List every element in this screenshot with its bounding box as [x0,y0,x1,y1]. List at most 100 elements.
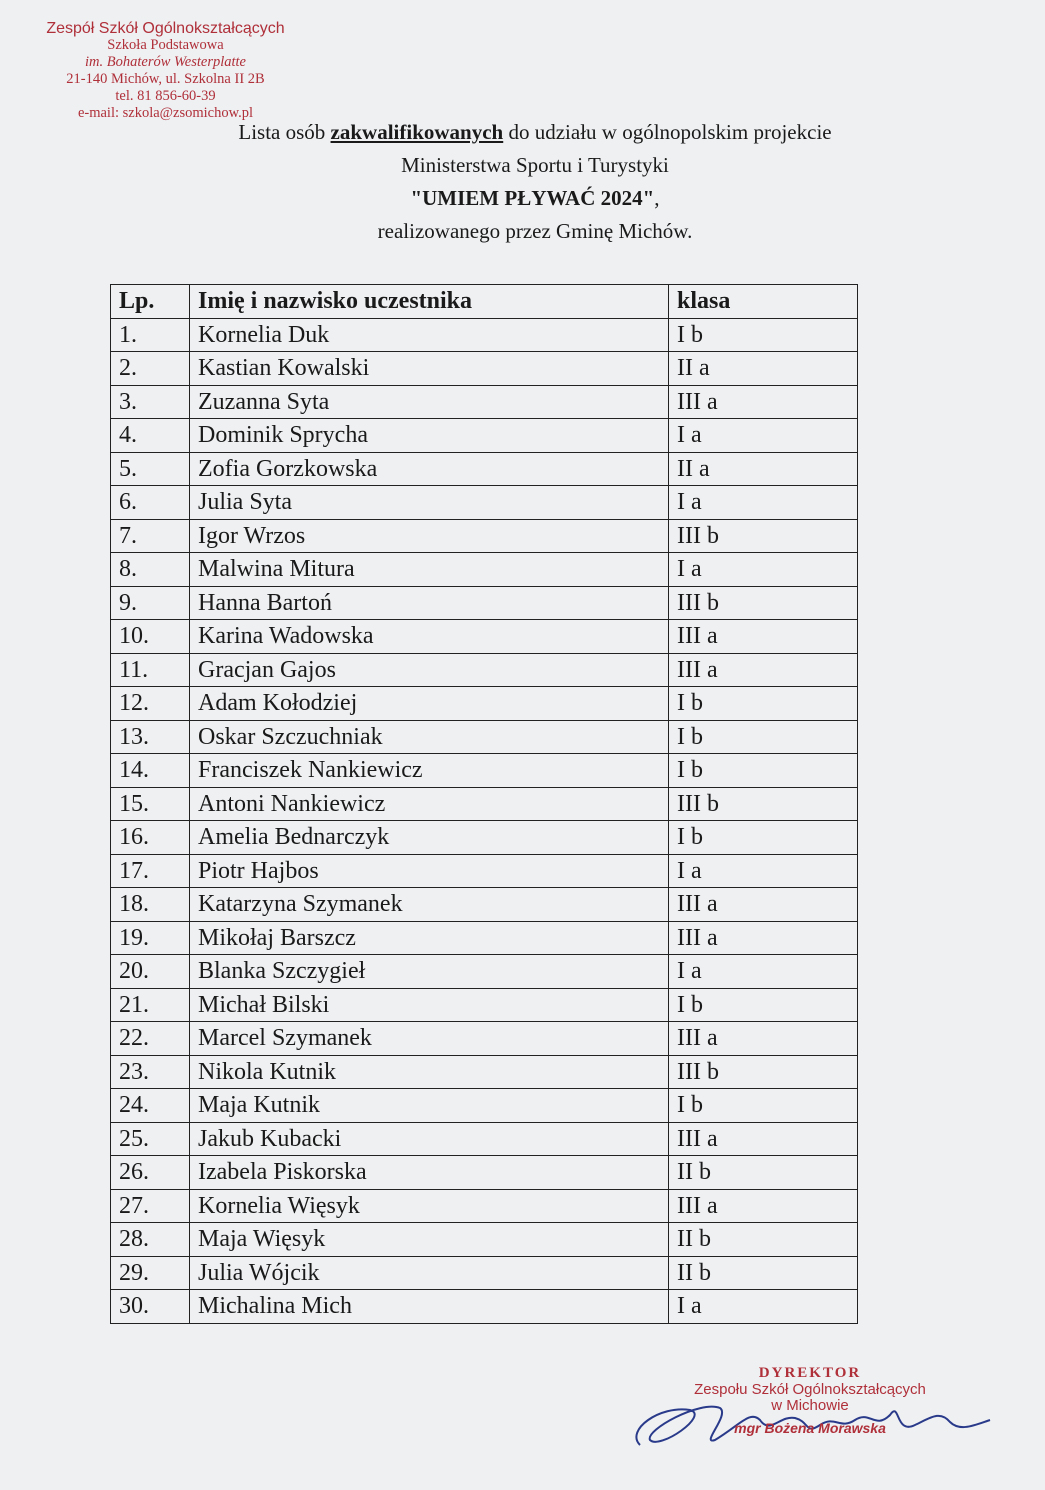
cell-class: I b [668,753,858,788]
stamp-line: tel. 81 856-60-39 [115,88,216,104]
table-row: 23. Nikola Kutnik III b [110,1054,858,1089]
cell-name: Kornelia Duk [189,317,669,352]
cell-name: Nikola Kutnik [189,1054,669,1089]
table-row: 14. Franciszek Nankiewicz I b [110,753,858,788]
cell-lp: 21. [110,987,190,1022]
cell-class: I b [668,719,858,754]
cell-lp: 2. [110,351,190,386]
table-row: 10. Karina Wadowska III a [110,619,858,654]
cell-name: Izabela Piskorska [189,1155,669,1190]
table-row: 20. Blanka Szczygieł I a [110,954,858,989]
cell-name: Dominik Sprycha [189,418,669,453]
cell-class: I a [668,485,858,520]
table-row: 9. Hanna Bartoń III b [110,585,858,620]
stamp-line: im. Bohaterów Westerplatte [85,54,246,70]
signature-org: Zespołu Szkół Ogólnokształcących [694,1381,926,1398]
table-row: 8. Malwina Mitura I a [110,552,858,587]
heading-text: do udziału w ogólnopolskim projekcie [503,120,832,144]
table-row: 19. Mikołaj Barszcz III a [110,920,858,955]
cell-name: Piotr Hajbos [189,853,669,888]
cell-class: III a [668,619,858,654]
signature-title: DYREKTOR [758,1365,862,1381]
cell-name: Hanna Bartoń [189,585,669,620]
cell-lp: 26. [110,1155,190,1190]
cell-class: I a [668,418,858,453]
table-row: 11. Gracjan Gajos III a [110,652,858,687]
cell-class: II b [668,1155,858,1190]
cell-lp: 6. [110,485,190,520]
cell-lp: 30. [110,1289,190,1324]
cell-name: Adam Kołodziej [189,686,669,721]
cell-lp: 14. [110,753,190,788]
stamp-line: e-mail: szkola@zsomichow.pl [77,105,254,121]
table-row: 3. Zuzanna Syta III a [110,384,858,419]
cell-class: I a [668,552,858,587]
cell-name: Gracjan Gajos [189,652,669,687]
cell-name: Julia Wójcik [189,1255,669,1290]
cell-class: III b [668,786,858,821]
cell-name: Igor Wrzos [189,518,669,553]
table-header-row: Lp. Imię i nazwisko uczestnika klasa [110,284,858,319]
table-row: 26. Izabela Piskorska II b [110,1155,858,1190]
cell-name: Franciszek Nankiewicz [189,753,669,788]
cell-lp: 15. [110,786,190,821]
cell-class: II b [668,1222,858,1257]
cell-lp: 17. [110,853,190,888]
cell-name: Malwina Mitura [189,552,669,587]
director-signature-stamp: DYREKTOR Zespołu Szkół Ogólnokształcącyc… [640,1365,980,1436]
cell-class: I a [668,1289,858,1324]
table-row: 2. Kastian Kowalski II a [110,351,858,386]
table-row: 15. Antoni Nankiewicz III b [110,786,858,821]
cell-class: I b [668,987,858,1022]
cell-lp: 1. [110,317,190,352]
table-row: 16. Amelia Bednarczyk I b [110,820,858,855]
table-row: 25. Jakub Kubacki III a [110,1121,858,1156]
table-row: 17. Piotr Hajbos I a [110,853,858,888]
cell-name: Maja Kutnik [189,1088,669,1123]
school-stamp: Zespół Szkół Ogólnokształcących Szkoła P… [38,20,293,122]
cell-lp: 28. [110,1222,190,1257]
cell-class: II a [668,451,858,486]
cell-name: Zuzanna Syta [189,384,669,419]
project-title: "UMIEM PŁYWAĆ 2024" [410,186,655,210]
cell-lp: 22. [110,1021,190,1056]
cell-name: Marcel Szymanek [189,1021,669,1056]
cell-class: I b [668,1088,858,1123]
cell-name: Jakub Kubacki [189,1121,669,1156]
cell-lp: 27. [110,1188,190,1223]
cell-name: Julia Syta [189,485,669,520]
cell-class: III a [668,1021,858,1056]
cell-lp: 19. [110,920,190,955]
cell-class: III b [668,585,858,620]
cell-name: Maja Więsyk [189,1222,669,1257]
cell-lp: 5. [110,451,190,486]
cell-class: I b [668,686,858,721]
cell-lp: 18. [110,887,190,922]
cell-lp: 25. [110,1121,190,1156]
table-row: 21. Michał Bilski I b [110,987,858,1022]
cell-class: I a [668,853,858,888]
table-row: 12. Adam Kołodziej I b [110,686,858,721]
cell-lp: 24. [110,1088,190,1123]
cell-lp: 3. [110,384,190,419]
cell-class: III a [668,920,858,955]
table-row: 27. Kornelia Więsyk III a [110,1188,858,1223]
cell-lp: 9. [110,585,190,620]
document-heading: Lista osób zakwalifikowanych do udziału … [180,116,890,248]
table-row: 22. Marcel Szymanek III a [110,1021,858,1056]
cell-name: Oskar Szczuchniak [189,719,669,754]
table-row: 1. Kornelia Duk I b [110,317,858,352]
cell-class: III b [668,518,858,553]
cell-class: III b [668,1054,858,1089]
cell-class: III a [668,1121,858,1156]
cell-name: Michalina Mich [189,1289,669,1324]
stamp-line: 21-140 Michów, ul. Szkolna II 2B [66,71,265,87]
header-class: klasa [668,284,858,319]
cell-lp: 20. [110,954,190,989]
cell-name: Katarzyna Szymanek [189,887,669,922]
cell-class: I b [668,820,858,855]
table-row: 13. Oskar Szczuchniak I b [110,719,858,754]
cell-name: Blanka Szczygieł [189,954,669,989]
cell-name: Karina Wadowska [189,619,669,654]
cell-lp: 16. [110,820,190,855]
